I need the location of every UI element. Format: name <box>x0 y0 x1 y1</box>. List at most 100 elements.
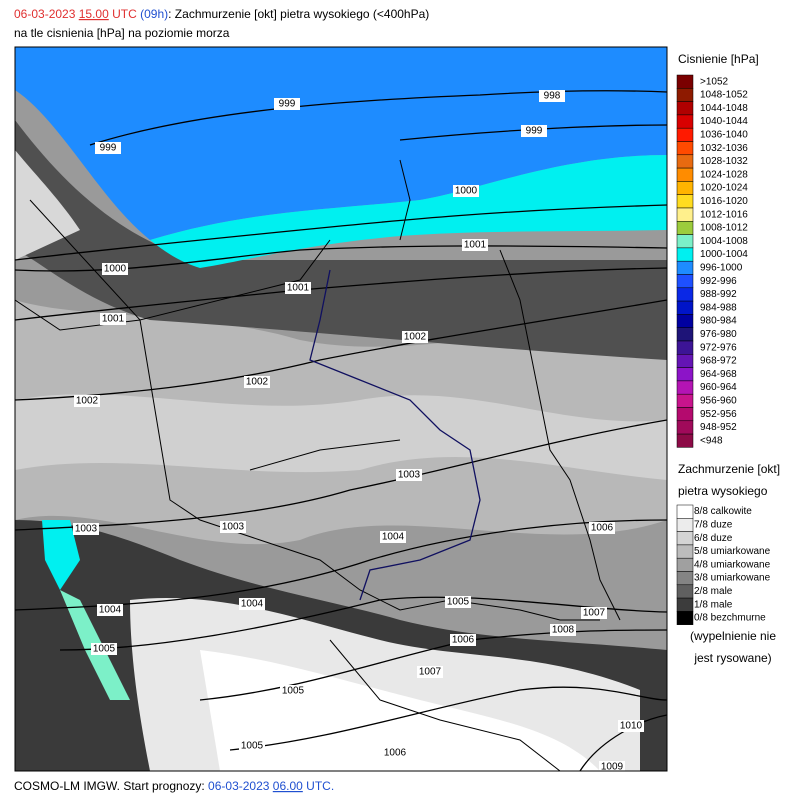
legend-label: 988-992 <box>700 289 737 300</box>
legend-label: 1032-1036 <box>700 143 748 154</box>
header-subtitle: na tle cisnienia [hPa] na poziomie morza <box>14 26 230 40</box>
legend-label: 968-972 <box>700 356 737 367</box>
legend-label: 8/8 calkowite <box>694 506 752 517</box>
isobar-label: 998 <box>544 91 561 102</box>
isobar-label: 1004 <box>241 599 264 610</box>
isobar-label: 1004 <box>382 532 405 543</box>
legend-swatch <box>676 518 694 532</box>
isobar-labels: 999 998 999 999 1000 1001 1000 1001 1001 1002 1002… <box>73 90 644 771</box>
legend-swatch <box>676 557 694 572</box>
isobar-label-bg <box>280 685 306 697</box>
header-line: 06-03-2023 15.00 UTC (09h): Zachmurzenie… <box>14 7 429 21</box>
isobar-label-bg <box>599 761 625 771</box>
legend-label: 7/8 duze <box>694 520 733 531</box>
legend-swatch <box>676 194 694 209</box>
legend-label: 1012-1016 <box>700 209 748 220</box>
isobar-label: 1007 <box>583 608 606 619</box>
isobar-label-bg <box>445 596 471 608</box>
footer: COSMO-LM IMGW. Start prognozy: 06-03-202… <box>14 779 334 793</box>
pressure-legend: >1052 1048-1052 1044-1048 1040-1044 1036-104… <box>676 74 748 448</box>
legend-label: 996-1000 <box>700 262 743 273</box>
legend-swatch <box>676 611 694 625</box>
cloud-legend: 8/8 calkowite 7/8 duze 6/8 duze 5/8 umiarko… <box>676 504 771 625</box>
pressure-area <box>42 520 80 590</box>
legend-swatch <box>676 101 694 116</box>
legend-label: 980-984 <box>700 316 737 327</box>
legend-swatch <box>676 260 694 275</box>
cloud-legend-title: Zachmurzenie [okt] <box>678 462 780 476</box>
legend-swatch <box>676 407 694 422</box>
legend-label: 1048-1052 <box>700 90 748 101</box>
header-title: : Zachmurzenie [okt] pietra wysokiego (<… <box>168 7 429 21</box>
legend-label: 1008-1012 <box>700 223 748 234</box>
isobar-label: 999 <box>279 99 296 110</box>
isobar-label: 1005 <box>282 686 305 697</box>
isobar-label-bg <box>100 313 126 325</box>
isobar-label-bg <box>97 604 123 616</box>
cloud-legend-note: jest rysowane) <box>693 651 771 665</box>
isobar-label-bg <box>220 521 246 533</box>
legend-label: 948-952 <box>700 422 737 433</box>
cloud-legend-note: (wypelnienie nie <box>690 629 776 643</box>
legend-swatch <box>676 584 694 599</box>
legend-swatch <box>676 597 694 612</box>
legend-label: 1016-1020 <box>700 196 748 207</box>
legend-swatch <box>676 74 694 89</box>
cloud-area <box>15 120 667 360</box>
header-date: 06-03-2023 <box>14 7 76 21</box>
legend-label: 952-956 <box>700 409 737 420</box>
legend-swatch <box>676 340 694 355</box>
isobar-label: 999 <box>526 126 543 137</box>
legend-label: 1044-1048 <box>700 103 748 114</box>
legend-label: 3/8 umiarkowane <box>694 573 771 584</box>
isobar-label-bg <box>95 142 121 154</box>
legend-swatch <box>676 531 694 546</box>
legend-swatch <box>676 420 694 435</box>
legend-swatch <box>676 380 694 395</box>
cloud-area <box>15 150 80 260</box>
legend-swatch <box>676 314 694 328</box>
legend-swatch <box>676 154 694 169</box>
isobar-label: 1008 <box>552 625 575 636</box>
isobar-label: 1000 <box>104 264 127 275</box>
legend-swatch <box>676 207 694 222</box>
legend-swatch <box>676 287 694 302</box>
isobar-label: 1001 <box>102 314 125 325</box>
legend-label: <948 <box>700 435 723 446</box>
footer-time: 06.00 <box>273 779 303 793</box>
isobar-label: 1001 <box>464 240 487 251</box>
legend-swatch <box>676 181 694 195</box>
legend-label: 1004-1008 <box>700 236 748 247</box>
cloud-area <box>15 394 667 480</box>
legend-label: 1040-1044 <box>700 116 748 127</box>
legend-label: 2/8 male <box>694 586 733 597</box>
legend-swatch <box>676 327 694 342</box>
legend-label: 1000-1004 <box>700 249 748 260</box>
isobar-label-bg <box>74 395 100 407</box>
isobar-label-bg <box>450 634 476 646</box>
isobar-label-bg <box>239 598 265 610</box>
legend-label: 956-960 <box>700 395 737 406</box>
header-time: 15.00 <box>79 7 109 21</box>
isobar-label-bg <box>285 282 311 294</box>
legend-label: 0/8 bezchmurne <box>694 613 766 624</box>
legend-swatch <box>676 221 694 235</box>
cloud-area <box>200 650 600 771</box>
isobar-label: 1002 <box>76 396 99 407</box>
legend-label: 964-968 <box>700 369 737 380</box>
cloud-legend-subtitle: pietra wysokiego <box>678 484 768 498</box>
isobar-label: 1004 <box>99 605 122 616</box>
isobar-label-bg <box>589 522 615 534</box>
isobar-label: 1006 <box>591 523 614 534</box>
river <box>309 269 481 601</box>
isobar-label-bg <box>581 607 607 619</box>
map-frame <box>14 46 668 772</box>
isobar-label: 1005 <box>93 644 116 655</box>
legend-swatch <box>676 127 694 142</box>
isobar-label-bg <box>244 376 270 388</box>
header-utc: UTC <box>112 7 137 21</box>
legend-swatch <box>676 300 694 315</box>
legend-swatch <box>676 247 694 262</box>
isobar-label: 1006 <box>452 635 475 646</box>
pressure-area <box>150 155 667 268</box>
